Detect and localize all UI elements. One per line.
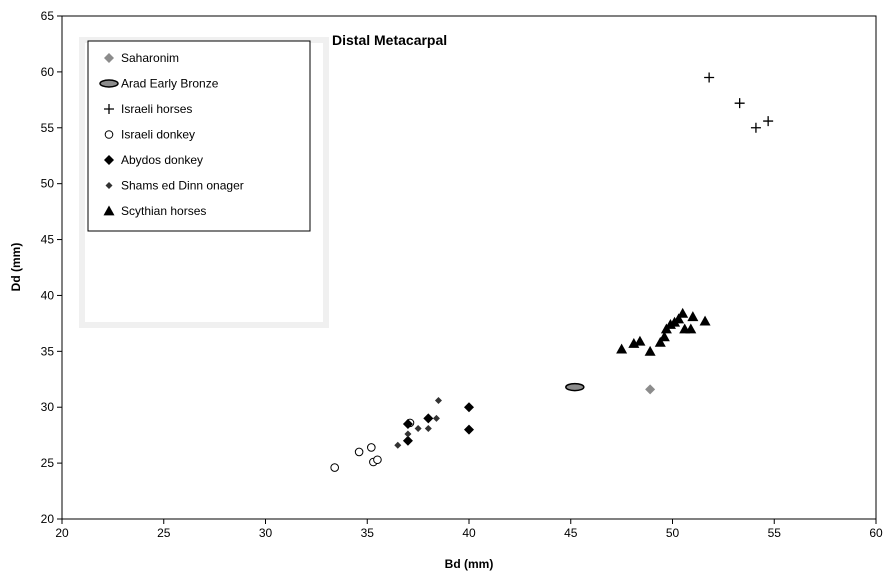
point-shams-ed-dinn-onager — [432, 414, 440, 422]
point-israeli-donkey — [373, 455, 382, 465]
legend-label-israeli-donkey: Israeli donkey — [121, 128, 195, 142]
point-scythian-horses — [644, 345, 656, 356]
legend-box — [87, 40, 311, 232]
x-tick-label: 35 — [361, 526, 375, 540]
legend-label-scythian-horses: Scythian horses — [121, 204, 206, 218]
y-tick-label: 40 — [41, 288, 55, 302]
legend-marker-saharonim — [104, 53, 114, 63]
x-tick-label: 55 — [768, 526, 782, 540]
legend-items: Saharonim Arad Early Bronze Israeli horses… — [99, 51, 244, 218]
y-axis-label: Dd (mm) — [9, 243, 23, 292]
point-saharonim — [645, 384, 656, 395]
x-axis-label: Bd (mm) — [445, 557, 494, 571]
point-israeli-horses — [734, 98, 745, 109]
y-tick-label: 45 — [41, 233, 55, 247]
series-scythian-horses — [616, 307, 711, 356]
legend-marker-israeli-horses — [104, 104, 114, 114]
point-shams-ed-dinn-onager — [404, 430, 412, 438]
point-abydos-donkey — [464, 424, 474, 435]
legend-marker-israeli-donkey — [104, 130, 114, 139]
y-tick-label: 60 — [41, 65, 55, 79]
legend-label-shams-ed-dinn-onager: Shams ed Dinn onager — [121, 179, 244, 193]
chart-title: Distal Metacarpal — [332, 32, 447, 48]
point-shams-ed-dinn-onager — [434, 397, 442, 405]
series-israeli-horses — [704, 72, 774, 133]
point-arad-early-bronze — [565, 382, 585, 392]
y-tick-label: 30 — [41, 400, 55, 414]
y-tick-label: 20 — [41, 512, 55, 526]
legend-marker-shams-ed-dinn-onager — [105, 182, 113, 189]
y-tick-label: 50 — [41, 177, 55, 191]
point-scythian-horses — [699, 315, 711, 326]
series-shams-ed-dinn-onager — [394, 397, 442, 449]
legend-marker-arad-early-bronze — [99, 79, 119, 88]
y-tick-label: 55 — [41, 121, 55, 135]
point-scythian-horses — [658, 331, 670, 342]
x-tick-label: 25 — [157, 526, 171, 540]
legend-shadow-artifact — [79, 37, 329, 328]
y-tick-label: 25 — [41, 456, 55, 470]
legend-label-arad-early-bronze: Arad Early Bronze — [121, 77, 219, 91]
x-tick-label: 60 — [869, 526, 883, 540]
x-tick-label: 45 — [564, 526, 578, 540]
legend-label-abydos-donkey: Abydos donkey — [121, 153, 203, 167]
point-abydos-donkey — [402, 435, 413, 446]
point-israeli-donkey — [354, 447, 364, 457]
legend-label-israeli-horses: Israeli horses — [121, 102, 192, 116]
point-scythian-horses — [685, 323, 697, 334]
legend: Saharonim Arad Early Bronze Israeli horses… — [87, 40, 311, 232]
series-saharonim — [645, 384, 656, 395]
series-israeli-donkey — [330, 418, 415, 472]
point-israeli-horses — [750, 122, 761, 133]
data-points — [330, 72, 774, 472]
point-israeli-horses — [704, 72, 715, 83]
x-tick-label: 30 — [259, 526, 273, 540]
x-axis-ticks: 20 25 30 35 40 45 50 55 60 — [55, 519, 883, 540]
point-israeli-horses — [763, 116, 774, 127]
series-arad-early-bronze — [565, 382, 585, 392]
y-tick-label: 35 — [41, 344, 55, 358]
x-tick-label: 20 — [55, 526, 69, 540]
point-israeli-donkey — [330, 463, 339, 472]
point-abydos-donkey — [464, 402, 474, 413]
x-tick-label: 50 — [666, 526, 680, 540]
point-scythian-horses — [687, 311, 699, 322]
point-abydos-donkey — [423, 413, 434, 424]
point-scythian-horses — [654, 336, 666, 347]
point-shams-ed-dinn-onager — [394, 441, 402, 449]
legend-label-saharonim: Saharonim — [121, 51, 179, 65]
point-scythian-horses — [634, 335, 646, 346]
point-abydos-donkey — [402, 418, 413, 429]
y-tick-label: 65 — [41, 9, 55, 23]
point-israeli-donkey — [367, 443, 376, 452]
series-abydos-donkey — [402, 402, 474, 446]
point-scythian-horses — [616, 343, 628, 354]
point-shams-ed-dinn-onager — [414, 424, 422, 432]
point-shams-ed-dinn-onager — [424, 424, 432, 432]
y-axis-ticks: 20 25 30 35 40 45 50 55 60 65 — [41, 9, 62, 526]
legend-marker-abydos-donkey — [104, 155, 114, 165]
legend-marker-scythian-horses — [103, 205, 115, 216]
point-scythian-horses — [677, 307, 689, 318]
x-tick-label: 40 — [462, 526, 476, 540]
point-scythian-horses — [673, 313, 685, 324]
